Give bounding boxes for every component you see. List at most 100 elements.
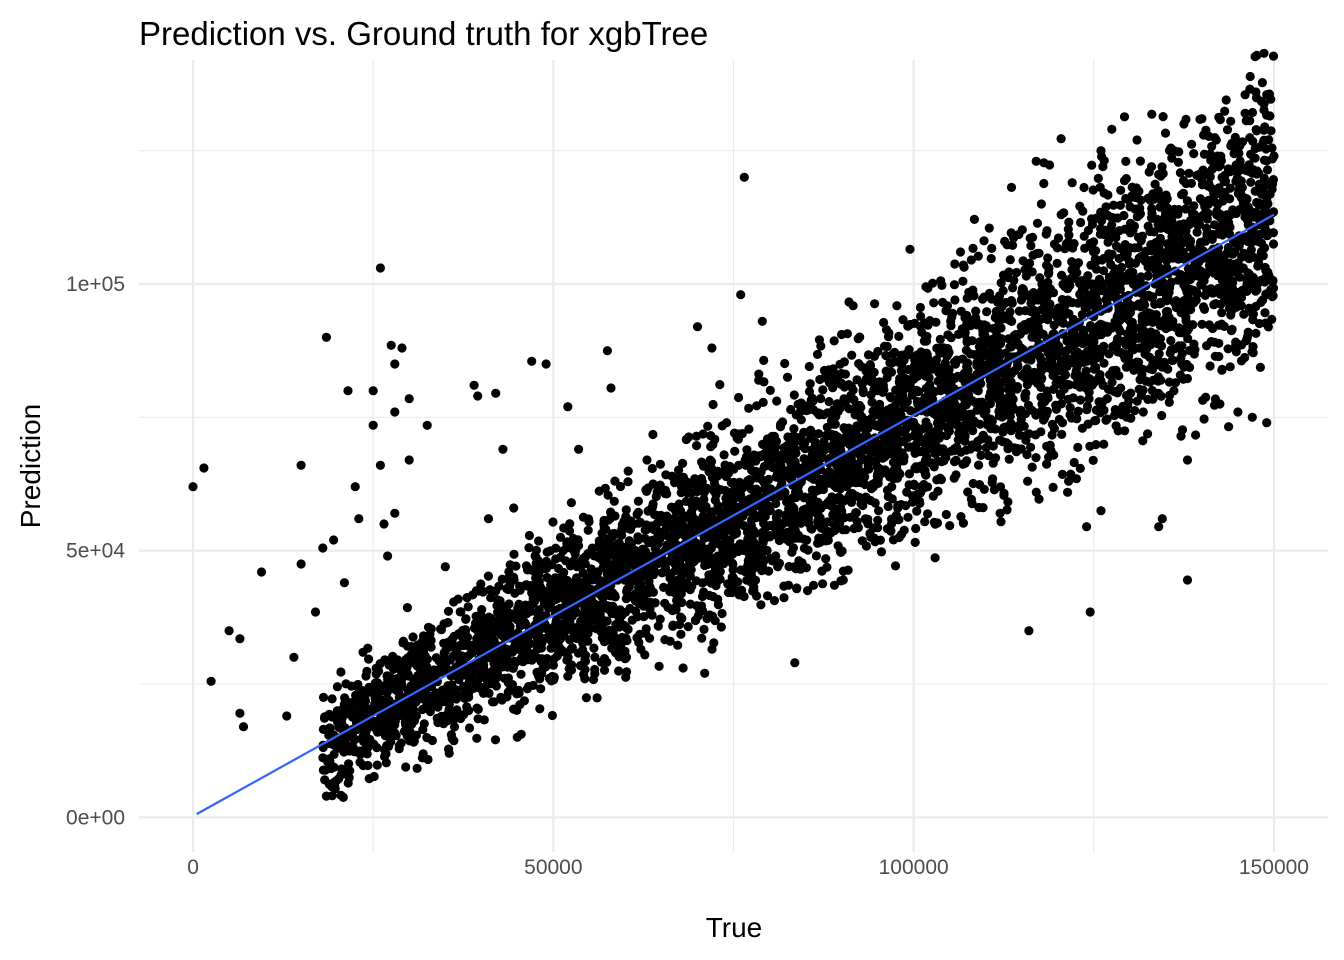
- data-point: [1192, 289, 1202, 299]
- data-point: [968, 243, 978, 253]
- data-point: [1105, 276, 1115, 286]
- data-point: [497, 574, 507, 584]
- data-point: [789, 443, 799, 453]
- data-point: [963, 358, 973, 368]
- data-point: [617, 530, 627, 540]
- data-point: [1067, 257, 1077, 267]
- data-point: [522, 601, 532, 611]
- data-point: [833, 406, 843, 417]
- data-point: [1105, 224, 1115, 234]
- data-point: [831, 483, 841, 493]
- data-point: [910, 463, 920, 473]
- data-point: [369, 739, 379, 749]
- data-point: [989, 351, 999, 361]
- data-point: [724, 537, 734, 547]
- data-point: [353, 679, 363, 690]
- data-point: [603, 490, 613, 500]
- data-point: [1064, 217, 1074, 227]
- data-point: [672, 474, 682, 484]
- data-point: [1093, 173, 1103, 183]
- data-point: [526, 565, 536, 575]
- data-point: [409, 683, 419, 693]
- data-point: [1075, 463, 1085, 473]
- data-point: [1147, 203, 1157, 214]
- data-point: [676, 612, 686, 622]
- data-point: [518, 657, 528, 667]
- data-point: [903, 512, 913, 522]
- data-point: [1086, 323, 1096, 334]
- data-point: [938, 297, 948, 307]
- data-point: [813, 516, 823, 526]
- data-point: [364, 654, 374, 664]
- data-point: [1129, 221, 1139, 231]
- data-point: [1017, 225, 1027, 235]
- data-point: [986, 254, 996, 264]
- data-point: [979, 484, 989, 494]
- data-point: [972, 405, 982, 415]
- data-point: [1166, 345, 1177, 355]
- data-point: [816, 394, 826, 404]
- data-point: [364, 774, 374, 784]
- data-point: [1164, 377, 1174, 387]
- data-point: [486, 679, 496, 689]
- data-point: [1066, 469, 1076, 479]
- data-point: [824, 397, 834, 407]
- data-point: [548, 517, 558, 527]
- data-point: [602, 569, 613, 580]
- data-point: [1091, 415, 1101, 426]
- data-point: [967, 440, 977, 450]
- data-point: [374, 666, 384, 676]
- data-point: [697, 633, 707, 643]
- data-point: [1028, 232, 1038, 242]
- data-point: [477, 605, 487, 615]
- data-point: [951, 470, 961, 480]
- data-point: [645, 505, 655, 515]
- data-point: [578, 553, 589, 564]
- data-point: [661, 566, 671, 577]
- data-point: [647, 535, 657, 546]
- data-point: [692, 479, 702, 489]
- data-point: [779, 469, 789, 479]
- data-point: [655, 459, 666, 469]
- data-point: [982, 307, 992, 317]
- data-point: [727, 572, 737, 582]
- data-point: [981, 443, 991, 453]
- data-point: [382, 741, 392, 751]
- data-point: [1187, 139, 1197, 149]
- data-point: [1135, 203, 1145, 213]
- data-point: [639, 566, 649, 577]
- data-point: [1182, 373, 1192, 384]
- data-point: [880, 465, 890, 475]
- data-point: [596, 545, 606, 555]
- data-point: [382, 671, 392, 681]
- data-point: [661, 514, 671, 524]
- data-point: [1148, 189, 1158, 199]
- data-point: [1251, 283, 1262, 293]
- data-point: [950, 259, 960, 269]
- data-point: [1136, 195, 1146, 205]
- data-point: [971, 306, 981, 316]
- data-point: [526, 580, 537, 591]
- data-point: [407, 719, 417, 729]
- data-point: [1168, 355, 1178, 365]
- data-point: [731, 528, 742, 539]
- data-point: [1097, 320, 1107, 330]
- data-point: [490, 735, 501, 745]
- data-point: [1164, 397, 1174, 407]
- data-point: [787, 455, 797, 465]
- data-point: [1125, 228, 1135, 238]
- data-point: [1108, 200, 1119, 210]
- data-point: [1235, 272, 1245, 282]
- data-point: [710, 564, 721, 574]
- data-point: [1014, 306, 1024, 316]
- data-point: [1022, 364, 1032, 374]
- data-point: [1143, 221, 1153, 231]
- data-point: [946, 377, 956, 387]
- data-point: [608, 628, 618, 638]
- data-point: [828, 446, 838, 456]
- data-point: [749, 582, 759, 592]
- data-point: [818, 579, 828, 589]
- data-point: [1217, 308, 1227, 318]
- data-point: [883, 332, 894, 342]
- data-point: [879, 385, 889, 395]
